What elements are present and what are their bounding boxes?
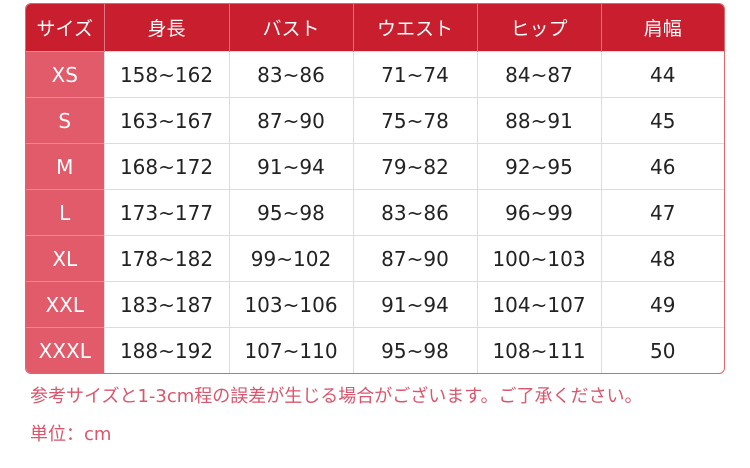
table-row: XXL 183~187 103~106 91~94 104~107 49 (26, 281, 724, 328)
size-label: S (26, 97, 104, 144)
table-cell: 103~106 (228, 281, 353, 328)
table-cell: 158~162 (103, 51, 229, 98)
table-cell: 91~94 (352, 281, 477, 328)
table-cell: 168~172 (103, 143, 229, 190)
table-cell: 44 (600, 51, 724, 98)
table-cell: 100~103 (476, 235, 601, 282)
table-cell: 46 (600, 143, 724, 190)
table-cell: 92~95 (476, 143, 601, 190)
table-cell: 87~90 (352, 235, 477, 282)
header-row: サイズ 身長 バスト ウエスト ヒップ 肩幅 (26, 4, 724, 52)
table-cell: 91~94 (228, 143, 353, 190)
table-cell: 104~107 (476, 281, 601, 328)
table-row: M 168~172 91~94 79~82 92~95 46 (26, 143, 724, 190)
table-cell: 107~110 (228, 327, 353, 373)
table-cell: 88~91 (476, 97, 601, 144)
size-label: M (26, 143, 104, 190)
header-shoulder: 肩幅 (600, 4, 724, 52)
table-row: S 163~167 87~90 75~78 88~91 45 (26, 97, 724, 144)
size-label: L (26, 189, 104, 236)
size-label: XL (26, 235, 104, 282)
table-row: L 173~177 95~98 83~86 96~99 47 (26, 189, 724, 236)
table-cell: 83~86 (228, 51, 353, 98)
header-hip: ヒップ (476, 4, 601, 52)
table-cell: 173~177 (103, 189, 229, 236)
table-cell: 75~78 (352, 97, 477, 144)
size-chart: サイズ 身長 バスト ウエスト ヒップ 肩幅 XS 158~162 83~86 71~… (25, 3, 725, 374)
size-label: XXXL (26, 327, 104, 373)
size-label: XXL (26, 281, 104, 328)
table-cell: 50 (600, 327, 724, 373)
header-height: 身長 (103, 4, 229, 52)
table-row: XXXL 188~192 107~110 95~98 108~111 50 (26, 327, 724, 373)
table-cell: 79~82 (352, 143, 477, 190)
table-cell: 108~111 (476, 327, 601, 373)
table-cell: 87~90 (228, 97, 353, 144)
size-label: XS (26, 51, 104, 98)
table-cell: 178~182 (103, 235, 229, 282)
table-cell: 188~192 (103, 327, 229, 373)
table-cell: 71~74 (352, 51, 477, 98)
unit-note: 単位：cm (30, 424, 112, 445)
table-cell: 47 (600, 189, 724, 236)
header-bust: バスト (228, 4, 353, 52)
table-cell: 49 (600, 281, 724, 328)
table-cell: 96~99 (476, 189, 601, 236)
header-size: サイズ (26, 4, 104, 52)
table-cell: 99~102 (228, 235, 353, 282)
table-cell: 45 (600, 97, 724, 144)
table-cell: 48 (600, 235, 724, 282)
table-cell: 95~98 (228, 189, 353, 236)
table-row: XL 178~182 99~102 87~90 100~103 48 (26, 235, 724, 282)
table-cell: 84~87 (476, 51, 601, 98)
table-cell: 183~187 (103, 281, 229, 328)
table-cell: 83~86 (352, 189, 477, 236)
table-cell: 163~167 (103, 97, 229, 144)
table-cell: 95~98 (352, 327, 477, 373)
disclaimer-note: 参考サイズと1-3cm程の誤差が生じる場合がございます。ご了承ください。 (30, 386, 643, 407)
header-waist: ウエスト (352, 4, 477, 52)
table-row: XS 158~162 83~86 71~74 84~87 44 (26, 51, 724, 98)
